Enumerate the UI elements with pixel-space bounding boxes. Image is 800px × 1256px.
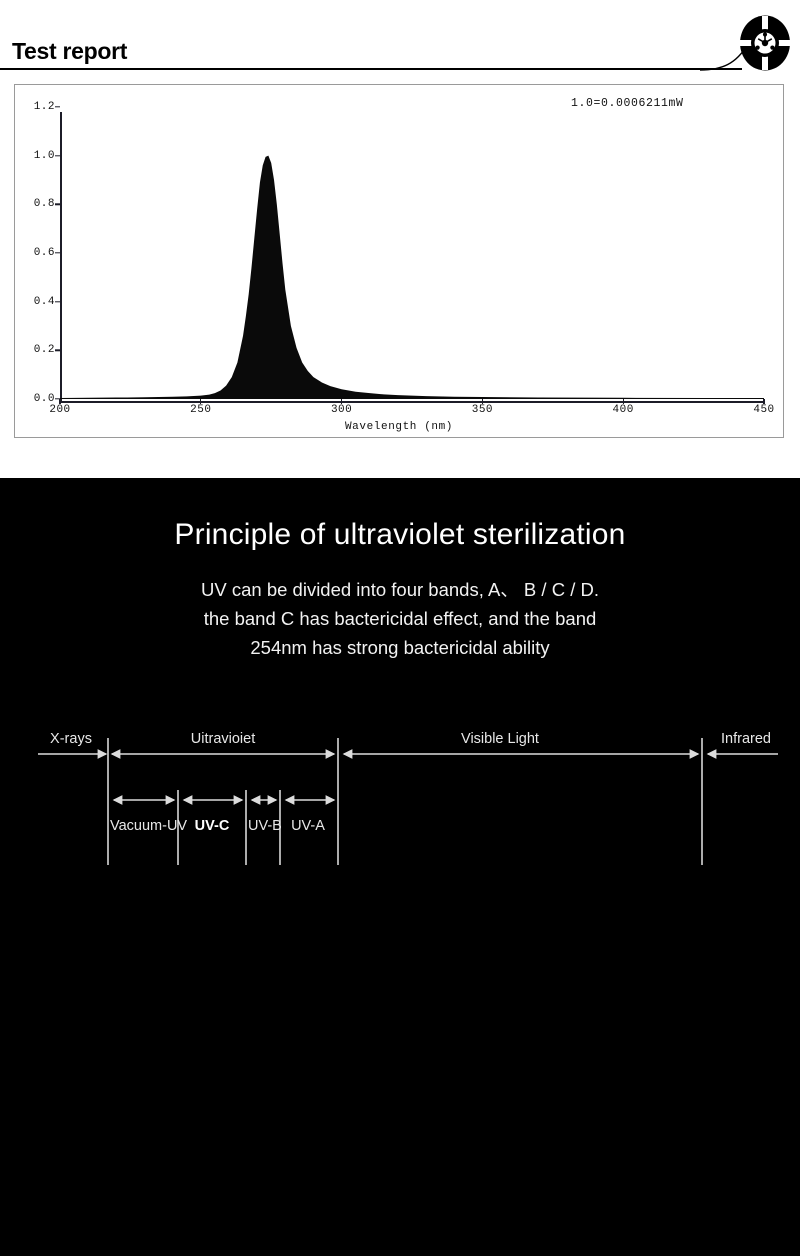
chart-y-tick-label: 0.4	[33, 295, 55, 308]
band-label-visible-light: Visible Light	[461, 731, 539, 747]
band-label-ultraviolet: Uitravioiet	[190, 731, 256, 747]
chart-y-tick-mark	[55, 106, 60, 108]
chart-x-axis-label: Wavelength (nm)	[344, 421, 454, 433]
band-label-uva: UV-A	[291, 818, 325, 834]
body-line-2: the band C has bactericidal effect, and …	[203, 608, 597, 629]
body-line-3: 254nm has strong bactericidal ability	[250, 637, 550, 658]
page-header: Test report	[0, 0, 800, 78]
chart-x-tick-mark	[59, 399, 61, 404]
chart-y-tick-label: 1.2	[33, 101, 55, 113]
chart-x-tick-mark	[481, 399, 483, 404]
chart-y-axis	[60, 112, 62, 402]
chart-y-tick-label: 0.8	[33, 198, 55, 211]
body-line-1: UV can be divided into four bands, A、 B …	[201, 579, 599, 600]
chart-y-tick-mark	[55, 300, 60, 303]
chart-x-tick-label: 200	[49, 404, 71, 416]
chart-spectral-curve	[60, 155, 764, 399]
chart-y-tick-mark	[55, 398, 60, 400]
chart-y-tick-label: 1.0	[33, 149, 55, 162]
section-title: Principle of ultraviolet sterilization	[174, 518, 626, 551]
chart-x-tick-label: 300	[330, 404, 353, 416]
em-spectrum-band-diagram	[38, 738, 778, 865]
chart-x-tick-label: 250	[190, 404, 212, 416]
uv-principle-section: Principle of ultraviolet sterilization U…	[0, 478, 800, 1256]
chart-x-axis	[60, 401, 765, 403]
chart-y-tick-label: 0.6	[33, 247, 55, 259]
chart-y-tick-label: 0.0	[33, 393, 55, 405]
chart-x-tick-label: 450	[753, 404, 775, 416]
chart-y-tick-mark	[55, 349, 60, 352]
chart-x-tick-label: 400	[612, 404, 634, 416]
spectrum-chart-card: 1.0=0.0006211mW 0.0 0.2 0.4 0.6 0.8 1.0 1.2 20…	[14, 84, 784, 438]
chart-x-tick-mark	[763, 399, 765, 404]
header-divider	[0, 68, 742, 70]
chart-calibration-note: 1.0=0.0006211mW	[571, 97, 684, 110]
wheel-badge-logo-icon	[739, 15, 791, 71]
chart-x-tick-mark	[622, 399, 624, 404]
chart-x-tick-mark	[341, 399, 343, 404]
chart-x-tick-mark	[200, 399, 202, 404]
band-label-xrays: X-rays	[50, 731, 92, 747]
chart-y-tick-label: 0.2	[33, 344, 55, 357]
chart-y-tick-mark	[55, 203, 60, 206]
page-title: Test report	[12, 38, 128, 64]
chart-y-tick-mark	[55, 252, 60, 254]
band-label-vacuum-uv: Vacuum-UV	[110, 818, 188, 834]
chart-plot-area: 0.0 0.2 0.4 0.6 0.8 1.0 1.2 200 250 300 350 400 450	[34, 101, 774, 416]
section-body-text: UV can be divided into four bands, A、 B …	[0, 575, 800, 662]
band-label-uvb: UV-B	[248, 818, 282, 834]
band-label-infrared: Infrared	[721, 731, 771, 747]
chart-x-tick-label: 350	[471, 404, 494, 416]
chart-y-tick-mark	[55, 154, 60, 157]
band-label-uvc: UV-C	[194, 818, 230, 834]
